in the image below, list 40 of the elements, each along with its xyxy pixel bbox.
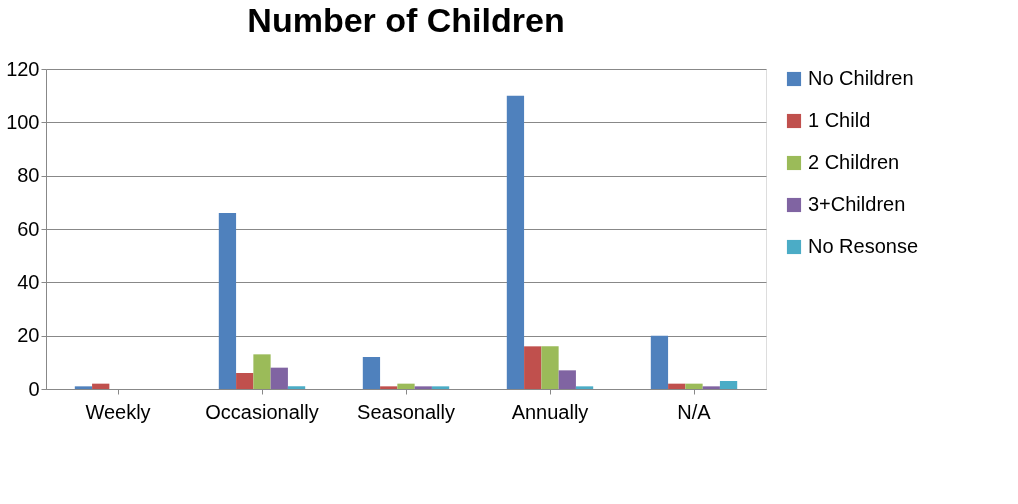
chart-title: Number of Children [247,1,565,39]
bar [270,367,288,389]
legend-label: No Resonse [808,235,919,257]
bar [218,213,237,389]
bar [397,383,415,389]
bar [431,386,450,389]
bar [253,354,271,389]
y-tick-label: 120 [6,57,40,80]
bar [668,383,686,389]
x-tick-label: Seasonally [357,400,455,423]
bar [414,386,432,389]
bar [575,386,594,389]
bar [719,381,738,389]
y-tick-label: 40 [17,270,40,293]
bar [236,373,254,389]
legend-label: No Children [808,67,914,89]
x-tick-label: Occasionally [205,400,319,423]
bar [92,383,110,389]
x-tick-label: Weekly [85,400,151,423]
bar [541,346,559,389]
bar [380,386,398,389]
y-tick-label: 80 [17,164,40,187]
bar [74,386,93,389]
bar [558,370,576,389]
x-tick-label: Annually [511,400,589,423]
bar [287,386,306,389]
y-tick-label: 100 [6,110,40,133]
bar [362,357,381,389]
bar [524,346,542,389]
bar [702,386,720,389]
bar [685,383,703,389]
x-tick-label: N/A [677,400,712,423]
y-tick-label: 20 [17,324,40,347]
bar [506,95,525,389]
legend-label: 2 Children [808,151,900,173]
bar [650,335,669,389]
legend-label: 3+Children [808,193,906,215]
legend-label: 1 Child [808,109,871,131]
y-tick-label: 0 [28,377,40,400]
y-tick-label: 60 [17,217,40,240]
